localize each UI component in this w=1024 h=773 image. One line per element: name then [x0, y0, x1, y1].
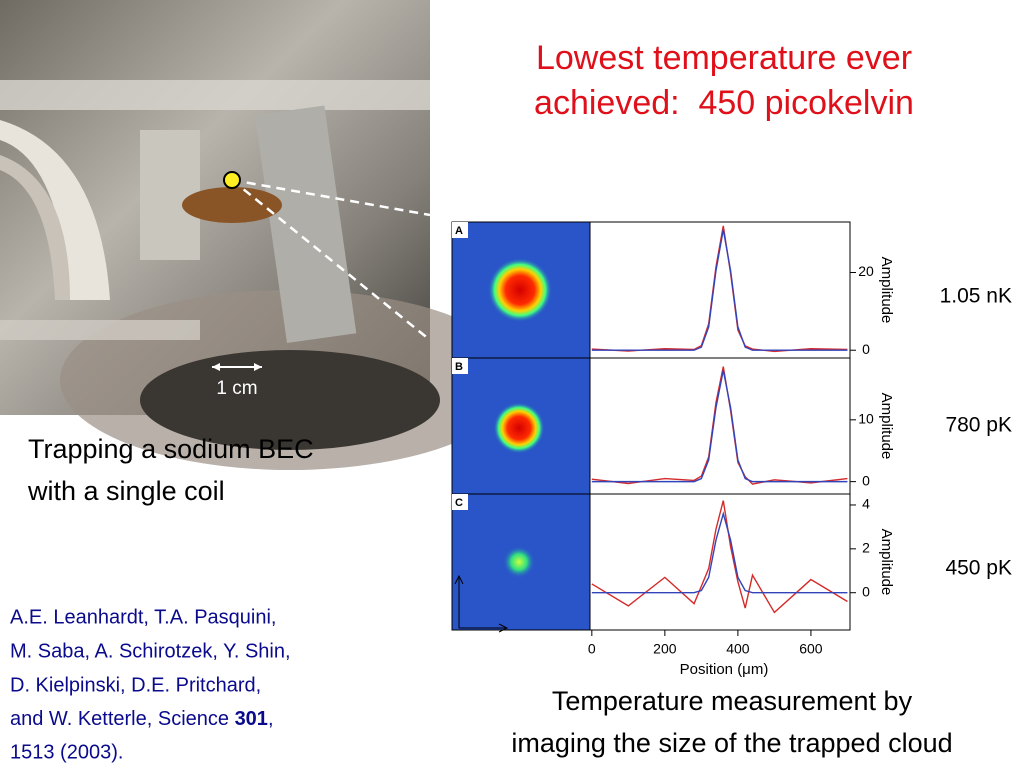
y-axis-label: Amplitude [878, 393, 895, 460]
cloud [488, 258, 552, 322]
x-tick-label: 0 [588, 641, 596, 657]
y-tick-label: 2 [862, 540, 870, 556]
photo-caption: Trapping a sodium BEC [28, 434, 314, 464]
title: Lowest temperature ever [536, 39, 912, 77]
x-tick-label: 400 [726, 641, 750, 657]
profile-line [591, 500, 848, 614]
profile-line [591, 370, 848, 483]
x-axis-label: Position (μm) [680, 661, 769, 678]
y-tick-label: 10 [858, 411, 874, 427]
y-tick-label: 0 [862, 472, 870, 488]
plot-frame [589, 493, 851, 631]
profile-line [591, 229, 848, 351]
citation: M. Saba, A. Schirotzek, Y. Shin, [10, 640, 291, 662]
plot-frame [589, 357, 851, 495]
panel-label-bg [452, 358, 468, 374]
title: achieved: 450 picokelvin [534, 84, 914, 122]
panel-label: C [455, 497, 463, 509]
citation-text: , [268, 708, 274, 730]
citation: and W. Ketterle, Science 301, [10, 708, 274, 730]
y-tick-label: 20 [858, 263, 874, 279]
citation: D. Kielpinski, D.E. Pritchard, [10, 674, 261, 696]
caption: Temperature measurement by [552, 686, 913, 716]
photo-caption: with a single coil [27, 476, 225, 506]
cloud [493, 402, 545, 454]
profile-line [591, 511, 848, 594]
x-tick-label: 600 [799, 641, 823, 657]
panel-label-bg [452, 222, 468, 238]
y-axis-label: Amplitude [878, 529, 895, 596]
temperature: 450 pK [945, 557, 1012, 580]
citation-volume: 301 [235, 708, 268, 730]
panel-label: B [455, 361, 463, 373]
y-tick-label: 4 [862, 496, 870, 512]
y-tick-label: 0 [862, 583, 870, 599]
photo: 1 cm [0, 0, 520, 470]
y-axis-label: Amplitude [878, 257, 895, 324]
citation: A.E. Leanhardt, T.A. Pasquini, [10, 606, 276, 628]
panel-label-bg [452, 494, 468, 510]
panel-label: A [455, 225, 463, 237]
y-tick-label: 0 [862, 341, 870, 357]
temperature: 1.05 nK [940, 285, 1012, 308]
x-tick-label: 200 [653, 641, 677, 657]
inset-axes [454, 574, 509, 633]
temperature: 780 pK [945, 414, 1012, 437]
citation-text: and W. Ketterle, Science [10, 708, 235, 730]
citation: 1513 (2003). [10, 741, 123, 763]
scale-label: 1 cm [216, 378, 257, 399]
caption: imaging the size of the trapped cloud [511, 728, 952, 758]
cloud [503, 546, 535, 578]
